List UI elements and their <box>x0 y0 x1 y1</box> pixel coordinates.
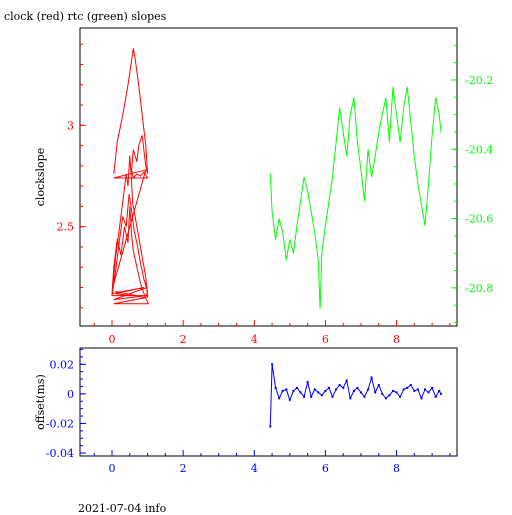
offset-point <box>409 384 412 386</box>
top-x-tick-label: 2 <box>180 333 187 346</box>
offset-point <box>431 386 434 389</box>
bottom-y-tick-label: 0.02 <box>50 358 75 371</box>
offset-point <box>331 395 334 398</box>
top-x-tick-label: 4 <box>251 333 258 346</box>
bottom-y-axis-label: offset(ms) <box>34 374 47 430</box>
offset-point <box>406 386 409 389</box>
offset-point <box>271 363 274 366</box>
bottom-x-tick-label: 0 <box>109 462 116 475</box>
offset-point <box>367 388 370 391</box>
offset-series-line <box>269 364 442 427</box>
offset-point <box>416 388 419 391</box>
left-y-axis-label: clockslope <box>34 148 47 206</box>
bottom-y-tick-label: 0 <box>67 388 74 401</box>
bottom-y-tick-label: -0.04 <box>46 447 74 460</box>
offset-point <box>374 391 377 394</box>
offset-point <box>328 386 330 389</box>
offset-point <box>424 388 426 391</box>
offset-point <box>420 397 423 400</box>
offset-point <box>299 391 302 394</box>
offset-point <box>281 389 284 392</box>
left-y-tick-label: 2.5 <box>57 221 75 234</box>
bottom-y-tick-label: -0.02 <box>46 417 74 430</box>
bottom-x-tick-label: 6 <box>322 462 329 475</box>
bottom-plot-frame <box>79 347 458 457</box>
offset-point <box>292 389 295 392</box>
right-y-tick-label: -20.8 <box>465 282 493 295</box>
top-chart-layer: 0 2 4 6 8 2.5 3 -20.8 -20.6 -20.4 -20.2 clockslope <box>34 43 493 346</box>
offset-point <box>440 392 442 395</box>
offset-point <box>303 395 306 398</box>
right-y-tick-label: -20.2 <box>465 74 493 87</box>
right-y-tick-label: -20.6 <box>465 213 493 226</box>
offset-point <box>388 394 391 397</box>
offset-point <box>370 376 373 379</box>
top-plot-frame <box>79 27 458 327</box>
offset-point <box>274 386 277 389</box>
left-y-tick-label: 3 <box>67 119 74 132</box>
top-x-tick-label: 0 <box>109 333 116 346</box>
top-x-tick-label: 6 <box>322 333 329 346</box>
bottom-x-tick-label: 8 <box>393 462 400 475</box>
offset-point <box>384 397 387 400</box>
offset-point <box>427 391 430 394</box>
offset-point <box>392 389 394 392</box>
footer-text: 2021-07-04 info <box>78 502 167 515</box>
offset-point <box>363 395 366 398</box>
offset-point <box>278 397 281 400</box>
offset-point <box>335 388 338 391</box>
offset-point <box>317 391 320 394</box>
offset-point <box>296 386 298 389</box>
offset-point <box>377 384 380 386</box>
offset-point <box>413 389 416 392</box>
offset-point <box>285 388 288 391</box>
bottom-x-tick-label: 4 <box>251 462 258 475</box>
offset-point <box>306 381 309 383</box>
bottom-x-tick-label: 2 <box>180 462 187 475</box>
offset-point <box>356 386 359 389</box>
offset-point <box>360 391 362 394</box>
chart-title: clock (red) rtc (green) slopes <box>4 10 167 23</box>
offset-point <box>381 392 384 395</box>
offset-point <box>288 398 291 401</box>
clock-slope-series <box>111 48 150 305</box>
offset-point <box>310 395 313 398</box>
offset-point <box>338 384 341 386</box>
offset-point <box>324 389 327 392</box>
rtc-slope-series <box>269 86 442 309</box>
offset-point <box>345 379 348 382</box>
offset-point <box>320 394 323 397</box>
offset-point <box>399 395 402 398</box>
offset-point <box>342 386 345 389</box>
offset-point <box>352 389 355 392</box>
offset-point <box>402 388 405 391</box>
offset-point <box>438 389 441 392</box>
offset-point <box>395 391 398 394</box>
offset-point <box>313 388 316 391</box>
top-x-tick-label: 8 <box>393 333 400 346</box>
offset-point <box>269 425 272 428</box>
right-y-tick-label: -20.4 <box>465 143 493 156</box>
offset-point <box>349 397 352 400</box>
offset-point <box>434 395 437 398</box>
